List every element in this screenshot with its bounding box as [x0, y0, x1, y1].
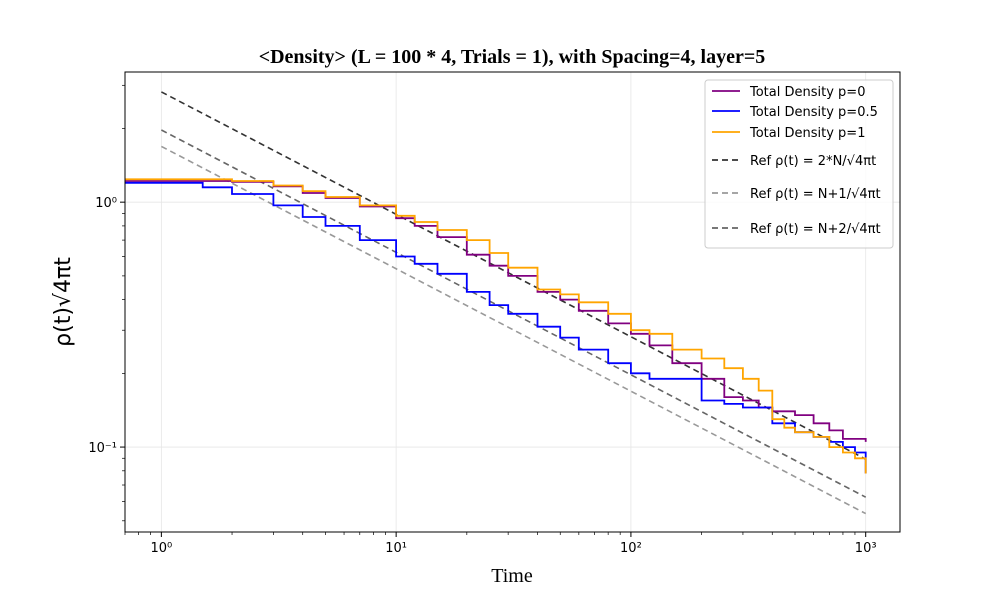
x-axis-label: Time [491, 565, 533, 587]
series-line-3 [161, 91, 867, 460]
series-line-2 [125, 178, 867, 474]
x-tick-label: 10² [620, 541, 642, 556]
legend-label: Ref ρ(t) = N+2/√4πt [750, 222, 881, 237]
chart-title: <Density> (L = 100 * 4, Trials = 1), wit… [259, 46, 766, 68]
legend-label: Total Density p=0 [749, 85, 865, 100]
x-axis-ticks: 10⁰ 10¹ 10² 10³ [124, 532, 877, 556]
x-tick-label: 10³ [855, 541, 877, 556]
x-tick-label: 10¹ [385, 541, 407, 556]
legend-box [704, 79, 894, 249]
y-axis-ticks: 10⁻¹ 10⁰ [88, 84, 125, 522]
y-tick-label: 10⁰ [95, 196, 117, 211]
plot-frame [124, 71, 901, 533]
legend: Total Density p=0 Total Density p=0.5 Tota… [704, 79, 894, 249]
series-line-0 [125, 180, 867, 442]
plot-area: 10⁰ 10¹ 10² 10³ 10⁻¹ 10⁰ [88, 71, 901, 556]
series-layer [125, 91, 867, 515]
legend-label: Ref ρ(t) = N+1/√4πt [750, 187, 881, 202]
y-tick-label: 10⁻¹ [88, 441, 117, 456]
legend-label: Ref ρ(t) = 2*N/√4πt [750, 154, 876, 169]
legend-label: Total Density p=0.5 [749, 105, 878, 120]
legend-label: Total Density p=1 [749, 126, 865, 141]
x-tick-label: 10⁰ [150, 541, 172, 556]
series-line-5 [161, 129, 867, 498]
series-line-4 [161, 145, 867, 515]
y-axis-label: ρ(t)√4πt [51, 257, 76, 347]
